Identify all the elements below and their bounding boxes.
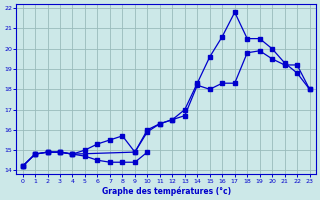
- X-axis label: Graphe des températures (°c): Graphe des températures (°c): [101, 186, 231, 196]
